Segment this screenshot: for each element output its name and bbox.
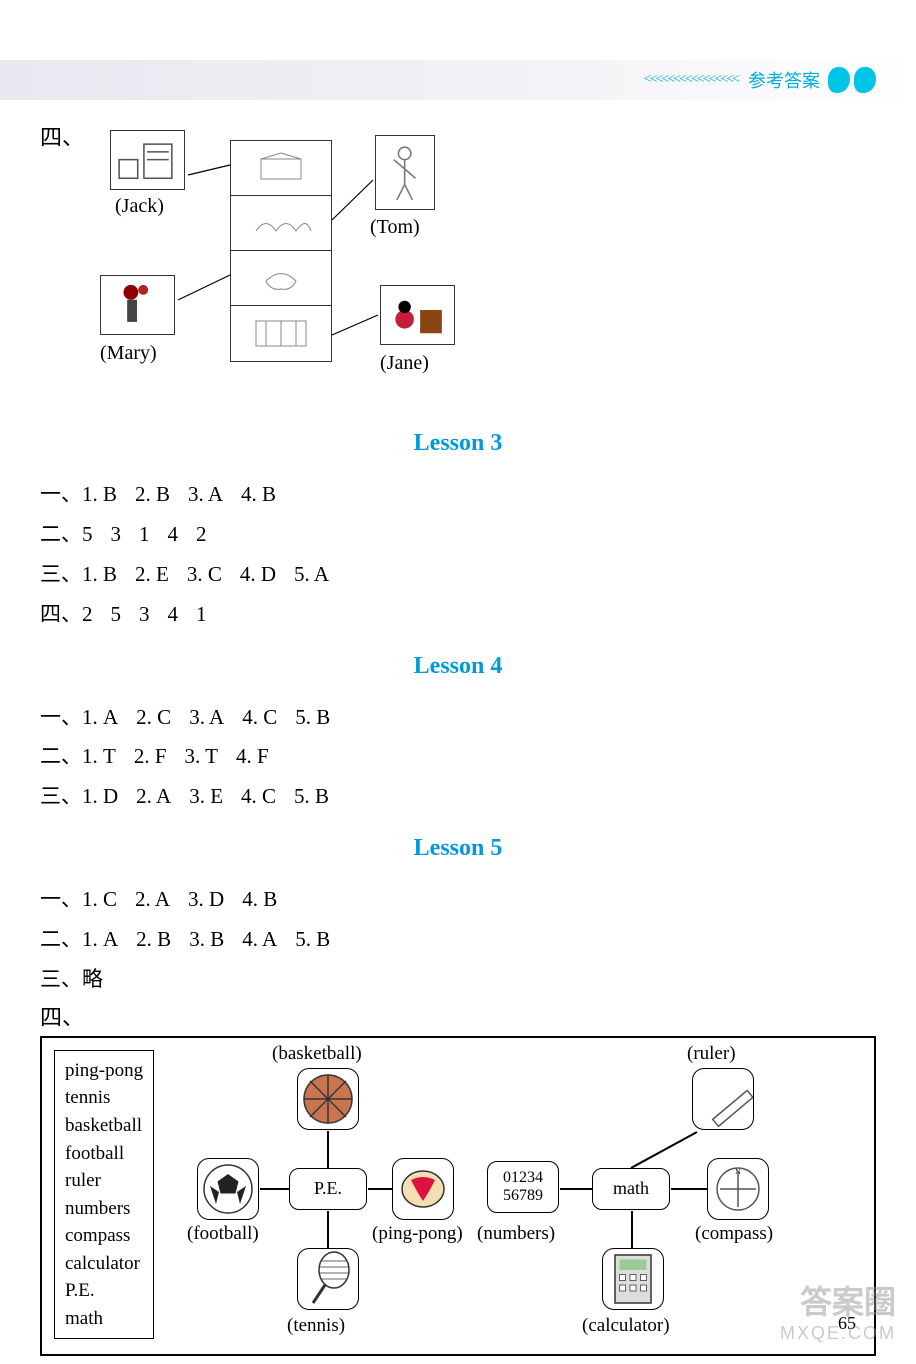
- header-title: 参考答案: [748, 67, 820, 93]
- mary-image: [100, 275, 175, 335]
- lesson3-line-2: 二、53142: [40, 515, 876, 555]
- lesson5-line-1: 一、1. C2. A3. D4. B: [40, 880, 876, 920]
- lesson-5-title: Lesson 5: [40, 835, 876, 862]
- center-stack: [230, 140, 332, 362]
- lesson4-line-3: 三、1. D2. A3. E4. C5. B: [40, 777, 876, 817]
- compass-icon: N: [707, 1158, 769, 1220]
- lesson4-line-2: 二、1. T2. F3. T4. F: [40, 737, 876, 777]
- center-cell-3: [231, 251, 331, 306]
- header-mascot-icon: [828, 67, 876, 93]
- header-chevrons: <<<<<<<<<<<<<<<<: [644, 72, 738, 88]
- concept-map-box: ping-pong tennis basketball football rul…: [40, 1036, 876, 1356]
- page-header: <<<<<<<<<<<<<<<< 参考答案: [0, 60, 916, 100]
- calculator-icon: [602, 1248, 664, 1310]
- word-list-item: ruler: [65, 1167, 143, 1195]
- word-list-item: football: [65, 1140, 143, 1168]
- watermark-line2: MXQE.COM: [780, 1323, 896, 1344]
- section-4-label: 四、: [40, 120, 84, 152]
- word-list-item: math: [65, 1305, 143, 1333]
- lesson3-line-1: 一、1. B2. B3. A4. B: [40, 475, 876, 515]
- center-cell-1: [231, 141, 331, 196]
- jack-label: (Jack): [115, 195, 164, 218]
- football-label: (football): [187, 1223, 259, 1245]
- matching-diagram-top: 四、 (Jack) (Mary) (Tom) (Jane): [40, 120, 876, 410]
- lesson3-line-4: 四、25341: [40, 595, 876, 635]
- watermark: 答案圈 MXQE.COM: [780, 1277, 896, 1344]
- compass-label: (compass): [695, 1223, 773, 1245]
- lesson5-line-3: 三、略: [40, 960, 876, 1000]
- lesson4-line-1: 一、1. A2. C3. A4. C5. B: [40, 698, 876, 738]
- word-list: ping-pong tennis basketball football rul…: [54, 1050, 154, 1339]
- jane-image: [380, 285, 455, 345]
- football-icon: [197, 1158, 259, 1220]
- lesson3-line-3: 三、1. B2. E3. C4. D5. A: [40, 555, 876, 595]
- tennis-icon: [297, 1248, 359, 1310]
- tom-image: [375, 135, 435, 210]
- word-list-item: basketball: [65, 1112, 143, 1140]
- pingpong-label: (ping-pong): [372, 1223, 463, 1245]
- pingpong-icon: [392, 1158, 454, 1220]
- math-center: math: [592, 1168, 670, 1210]
- center-cell-4: [231, 306, 331, 361]
- basketball-icon: [297, 1068, 359, 1130]
- lesson-3-title: Lesson 3: [40, 430, 876, 457]
- word-list-item: ping-pong: [65, 1057, 143, 1085]
- lesson5-line-2: 二、1. A2. B3. B4. A5. B: [40, 920, 876, 960]
- word-list-item: calculator: [65, 1250, 143, 1278]
- word-list-item: numbers: [65, 1195, 143, 1223]
- tom-label: (Tom): [370, 216, 420, 239]
- ruler-label: (ruler): [687, 1043, 736, 1065]
- section-4-bottom-label: 四、: [40, 1000, 84, 1032]
- word-list-item: P.E.: [65, 1277, 143, 1305]
- basketball-label: (basketball): [272, 1043, 362, 1065]
- pe-center: P.E.: [289, 1168, 367, 1210]
- ruler-icon: [692, 1068, 754, 1130]
- lesson-4-title: Lesson 4: [40, 653, 876, 680]
- mary-label: (Mary): [100, 342, 157, 365]
- tennis-label: (tennis): [287, 1315, 345, 1337]
- jack-image: [110, 130, 185, 190]
- numbers-icon: 01234 56789: [487, 1161, 559, 1213]
- watermark-line1: 答案圈: [780, 1277, 896, 1323]
- word-list-item: compass: [65, 1222, 143, 1250]
- center-cell-2: [231, 196, 331, 251]
- calculator-label: (calculator): [582, 1315, 670, 1337]
- word-list-item: tennis: [65, 1084, 143, 1112]
- numbers-label: (numbers): [477, 1223, 555, 1245]
- jane-label: (Jane): [380, 352, 429, 375]
